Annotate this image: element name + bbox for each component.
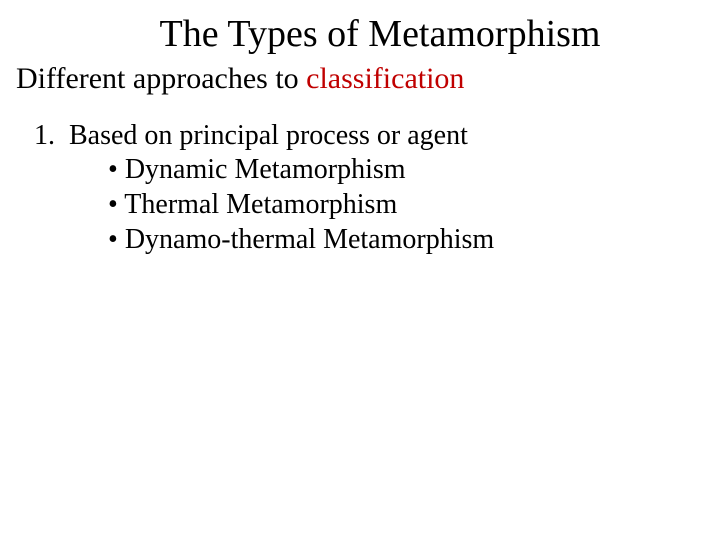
bullet-text: Thermal Metamorphism: [124, 189, 397, 220]
bullet-item: • Dynamo-thermal Metamorphism: [0, 222, 720, 257]
list-item-heading: 1. Based on principal process or agent: [0, 96, 720, 152]
item-heading-text: Based on principal process or agent: [69, 120, 468, 151]
subtitle: Different approaches to classification: [0, 56, 720, 96]
subtitle-prefix: Different approaches to: [16, 62, 306, 95]
bullet-text: Dynamic Metamorphism: [125, 154, 406, 185]
bullet-item: • Dynamic Metamorphism: [0, 152, 720, 187]
item-number: 1.: [34, 120, 55, 151]
bullet-text: Dynamo-thermal Metamorphism: [125, 224, 494, 255]
subtitle-highlight: classification: [306, 62, 464, 95]
bullet-item: • Thermal Metamorphism: [0, 187, 720, 222]
slide-title: The Types of Metamorphism: [0, 0, 720, 56]
